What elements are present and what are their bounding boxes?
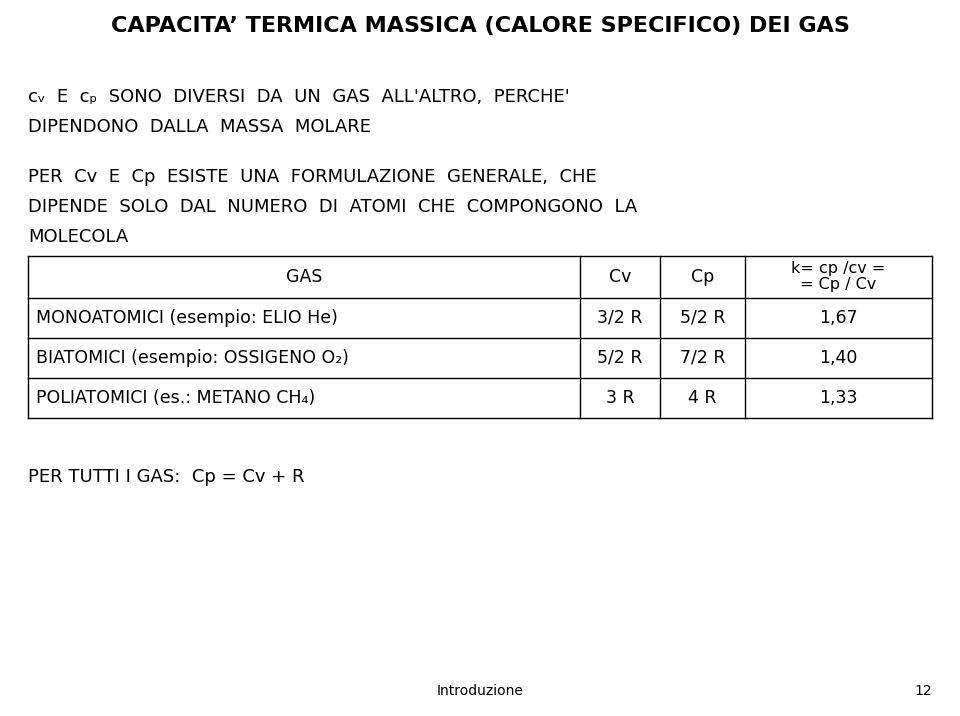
Text: k= cp /cv =: k= cp /cv =: [791, 261, 886, 276]
Text: PER TUTTI I GAS:  Cp = Cv + R: PER TUTTI I GAS: Cp = Cv + R: [28, 468, 304, 486]
Text: DIPENDE  SOLO  DAL  NUMERO  DI  ATOMI  CHE  COMPONGONO  LA: DIPENDE SOLO DAL NUMERO DI ATOMI CHE COM…: [28, 198, 637, 216]
Text: DIPENDONO  DALLA  MASSA  MOLARE: DIPENDONO DALLA MASSA MOLARE: [28, 118, 371, 136]
Text: 3 R: 3 R: [606, 389, 635, 407]
Text: Introduzione: Introduzione: [437, 684, 523, 698]
Text: Cv: Cv: [609, 268, 631, 286]
Text: 3/2 R: 3/2 R: [597, 309, 643, 327]
Text: 1,67: 1,67: [819, 309, 858, 327]
Text: PER  Cv  E  Cp  ESISTE  UNA  FORMULAZIONE  GENERALE,  CHE: PER Cv E Cp ESISTE UNA FORMULAZIONE GENE…: [28, 168, 597, 186]
Text: CAPACITA’ TERMICA MASSICA (CALORE SPECIFICO) DEI GAS: CAPACITA’ TERMICA MASSICA (CALORE SPECIF…: [110, 16, 850, 36]
Text: 5/2 R: 5/2 R: [597, 349, 643, 367]
Text: 4 R: 4 R: [688, 389, 717, 407]
Text: 5/2 R: 5/2 R: [680, 309, 725, 327]
Text: MONOATOMICI (esempio: ELIO He): MONOATOMICI (esempio: ELIO He): [36, 309, 338, 327]
Text: Cp: Cp: [691, 268, 714, 286]
Text: GAS: GAS: [286, 268, 323, 286]
Text: 12: 12: [914, 684, 932, 698]
Text: POLIATOMICI (es.: METANO CH₄): POLIATOMICI (es.: METANO CH₄): [36, 389, 315, 407]
Text: BIATOMICI (esempio: OSSIGENO O₂): BIATOMICI (esempio: OSSIGENO O₂): [36, 349, 348, 367]
Text: 1,40: 1,40: [819, 349, 857, 367]
Text: 7/2 R: 7/2 R: [680, 349, 725, 367]
Text: = Cp / Cv: = Cp / Cv: [801, 278, 876, 293]
Text: MOLECOLA: MOLECOLA: [28, 228, 129, 246]
Text: cᵥ  E  cₚ  SONO  DIVERSI  DA  UN  GAS  ALL'ALTRO,  PERCHE': cᵥ E cₚ SONO DIVERSI DA UN GAS ALL'ALTRO…: [28, 88, 569, 106]
Text: 1,33: 1,33: [819, 389, 857, 407]
